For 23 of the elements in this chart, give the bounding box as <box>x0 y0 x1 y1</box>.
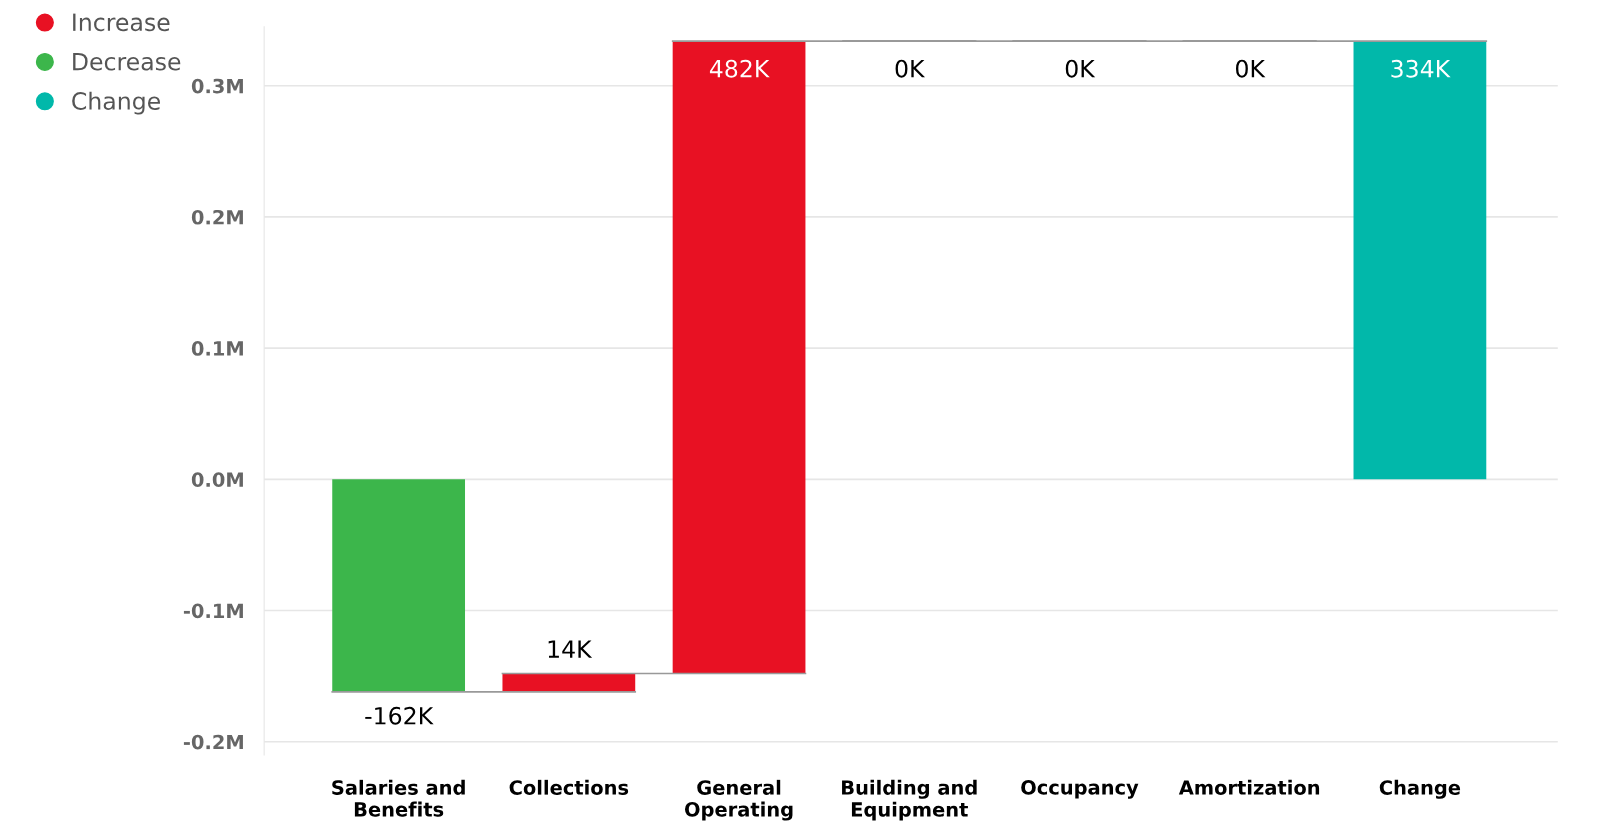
data-label: 482K <box>709 59 770 78</box>
y-tick-label: 0.2M <box>191 209 243 225</box>
data-label: 14K <box>548 640 593 658</box>
legend-label: Change <box>72 91 160 115</box>
data-label: 0K <box>1235 59 1266 78</box>
y-tick-label: -0.2M <box>183 734 243 750</box>
y-tick-label: 0.1M <box>191 341 243 356</box>
data-label: -162K <box>365 706 434 725</box>
x-tick-label: Amortization <box>1178 779 1320 795</box>
x-tick-label: Change <box>1379 779 1461 799</box>
data-label: 334K <box>1391 59 1451 78</box>
x-tick-label: General Operating <box>684 779 793 821</box>
x-tick-label: Collections <box>509 779 629 795</box>
data-label: 0K <box>1065 59 1096 78</box>
y-tick-label: 0.3M <box>191 78 243 94</box>
x-tick-label: Occupancy <box>1021 780 1139 799</box>
legend-label: Decrease <box>73 53 181 71</box>
y-tick-label: -0.1M <box>183 603 243 619</box>
data-label: 0K <box>895 59 926 78</box>
y-tick-label: 0.0M <box>191 472 243 487</box>
x-tick-label: Salaries and Benefits <box>332 779 465 817</box>
x-tick-label: Building and Equipment <box>842 779 977 821</box>
legend-label: Increase <box>73 13 170 32</box>
